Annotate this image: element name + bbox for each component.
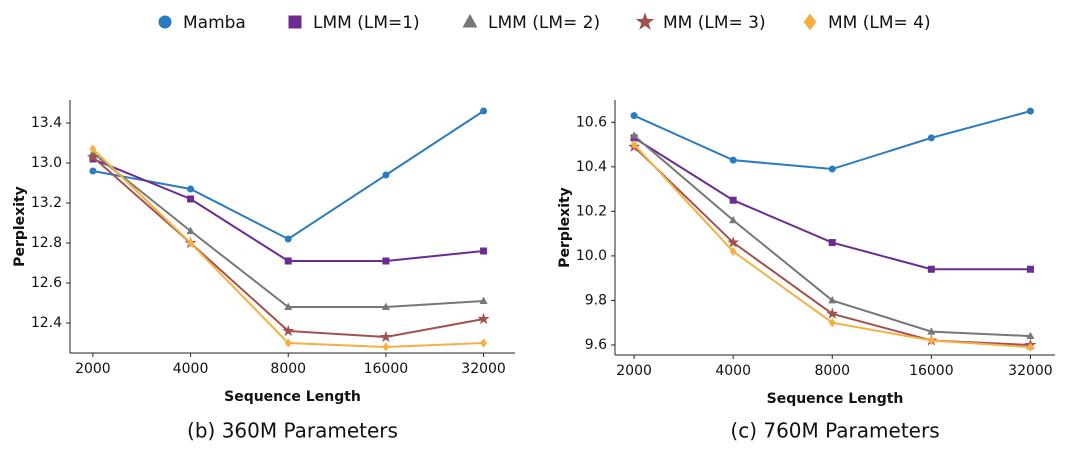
legend-marker — [288, 15, 302, 29]
data-point — [381, 302, 390, 310]
data-point — [630, 139, 638, 150]
data-point — [382, 257, 390, 265]
x-tick-label: 8000 — [270, 361, 306, 377]
y-tick-label: 12.6 — [31, 275, 62, 291]
x-tick-label: 16000 — [364, 361, 409, 377]
data-point — [89, 167, 97, 175]
data-point — [382, 342, 390, 352]
legend-marker — [635, 12, 655, 30]
data-point — [89, 144, 97, 154]
data-point — [729, 196, 737, 204]
chart-subtitle: (b) 360M Parameters — [187, 419, 398, 443]
y-axis-label: Perplexity — [557, 187, 573, 268]
y-tick-label: 9.6 — [585, 337, 607, 353]
data-point — [379, 330, 392, 343]
y-tick-label: 13.4 — [31, 115, 62, 131]
x-axis-label: Sequence Length — [767, 391, 904, 407]
data-point — [382, 171, 390, 179]
data-point — [828, 296, 837, 304]
data-point — [282, 324, 295, 337]
data-point — [828, 318, 836, 328]
x-tick-label: 4000 — [715, 363, 751, 379]
data-point — [630, 131, 639, 139]
y-tick-label: 10.4 — [576, 159, 607, 175]
y-tick-label: 9.8 — [585, 292, 607, 308]
legend-label: MM (LM= 3) — [663, 13, 766, 33]
legend-label: MM (LM= 4) — [828, 13, 931, 33]
y-tick-label: 12.4 — [31, 315, 62, 331]
x-tick-label: 2000 — [75, 361, 111, 377]
data-point — [927, 134, 935, 142]
legend-label: Mamba — [183, 13, 246, 33]
data-point — [729, 215, 738, 224]
legend-label: LMM (LM= 2) — [488, 13, 600, 33]
data-point — [826, 307, 839, 319]
data-point — [1026, 107, 1034, 115]
data-point — [480, 107, 488, 115]
data-point — [630, 112, 638, 120]
data-point — [828, 239, 836, 247]
y-tick-label: 12.8 — [31, 235, 62, 251]
y-tick-label: 13.2 — [31, 195, 62, 211]
series-line — [92, 152, 484, 308]
y-tick-label: 10.6 — [576, 114, 607, 130]
x-tick-label: 4000 — [173, 361, 209, 377]
data-point — [727, 236, 740, 248]
data-point — [477, 312, 490, 325]
legend-marker — [462, 13, 478, 28]
series-line — [92, 158, 484, 262]
data-point — [729, 246, 737, 256]
data-point — [927, 327, 936, 335]
data-point — [284, 338, 292, 348]
data-point — [1026, 342, 1034, 352]
y-tick-label: 10.2 — [576, 203, 607, 219]
chart-subtitle: (c) 760M Parameters — [730, 419, 939, 443]
data-point — [187, 238, 195, 248]
data-point — [284, 302, 293, 310]
legend-marker — [158, 15, 172, 29]
data-point — [186, 226, 195, 234]
series-line — [633, 110, 1031, 171]
data-point — [480, 247, 488, 255]
data-point — [187, 195, 195, 203]
data-point — [480, 338, 488, 348]
y-tick-label: 10.0 — [576, 248, 607, 264]
x-tick-label: 32000 — [461, 361, 506, 377]
data-point — [187, 185, 195, 193]
data-point — [1026, 331, 1035, 340]
data-point — [828, 165, 836, 173]
series-line — [92, 148, 484, 349]
data-point — [927, 265, 935, 273]
x-tick-label: 16000 — [909, 363, 954, 379]
data-point — [1026, 265, 1034, 273]
data-point — [284, 235, 292, 243]
x-axis-label: Sequence Length — [224, 389, 361, 405]
data-point — [284, 257, 292, 265]
data-point — [86, 150, 99, 163]
y-axis-label: Perplexity — [12, 186, 28, 267]
x-tick-label: 2000 — [616, 363, 652, 379]
y-tick-label: 13.0 — [31, 155, 62, 171]
x-tick-label: 32000 — [1008, 363, 1053, 379]
data-point — [927, 335, 935, 346]
legend-label: LMM (LM=1) — [313, 13, 420, 33]
x-tick-label: 8000 — [814, 363, 850, 379]
legend-marker — [803, 13, 817, 31]
data-point — [729, 156, 737, 164]
data-point — [479, 296, 488, 304]
series-line — [92, 110, 485, 241]
